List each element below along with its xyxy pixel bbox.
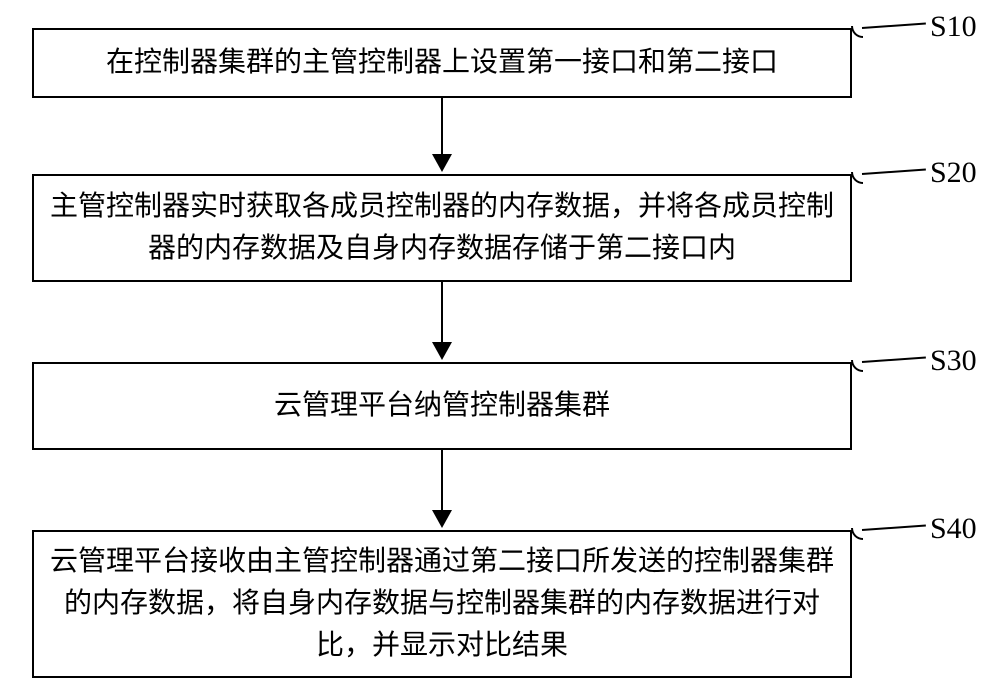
arrow-3 xyxy=(0,450,1000,530)
step-s30-text: 云管理平台纳管控制器集群 xyxy=(274,385,610,427)
step-s20-label: S20 xyxy=(930,156,977,190)
arrow-1-head xyxy=(432,154,452,172)
arrow-2 xyxy=(0,282,1000,362)
arrow-3-line xyxy=(441,450,443,512)
arrow-1-line xyxy=(441,98,443,156)
step-s40-text: 云管理平台接收由主管控制器通过第二接口所发送的控制器集群的内存数据，将自身内存数… xyxy=(48,541,836,667)
arrow-3-head xyxy=(432,510,452,528)
step-s40-box: 云管理平台接收由主管控制器通过第二接口所发送的控制器集群的内存数据，将自身内存数… xyxy=(32,530,852,678)
arrow-1 xyxy=(0,98,1000,174)
step-s30-box: 云管理平台纳管控制器集群 xyxy=(32,362,852,450)
step-s10-label: S10 xyxy=(930,10,977,44)
step-s20-box: 主管控制器实时获取各成员控制器的内存数据，并将各成员控制器的内存数据及自身内存数… xyxy=(32,174,852,282)
leader-s10 xyxy=(862,23,926,29)
arrow-2-head xyxy=(432,342,452,360)
step-s20-text: 主管控制器实时获取各成员控制器的内存数据，并将各成员控制器的内存数据及自身内存数… xyxy=(48,186,836,270)
step-s10-box: 在控制器集群的主管控制器上设置第一接口和第二接口 xyxy=(32,28,852,98)
flowchart-container: 在控制器集群的主管控制器上设置第一接口和第二接口 S10 主管控制器实时获取各成… xyxy=(0,0,1000,694)
arrow-2-line xyxy=(441,282,443,344)
step-s10-text: 在控制器集群的主管控制器上设置第一接口和第二接口 xyxy=(106,42,778,84)
step-s40-label: S40 xyxy=(930,512,977,546)
step-s30-label: S30 xyxy=(930,344,977,378)
